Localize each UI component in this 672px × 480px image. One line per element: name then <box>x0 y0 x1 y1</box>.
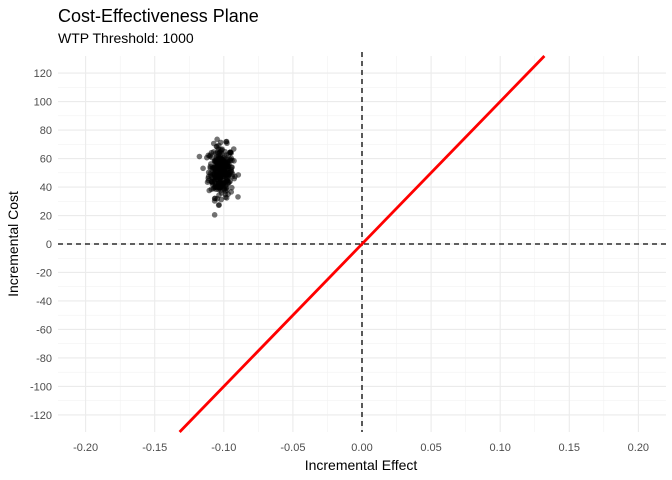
scatter-point <box>228 166 234 173</box>
y-axis-ticks: 120 100 80 60 40 20 0 -20 -40 -60 -80 -100 -120 <box>30 68 52 422</box>
scatter-point <box>212 162 218 169</box>
wtp-line <box>178 55 546 433</box>
scatter-point <box>217 183 223 189</box>
scatter-point <box>211 212 218 218</box>
y-tick-label: -40 <box>36 296 52 308</box>
scatter-point <box>196 153 203 160</box>
scatter-point <box>218 162 225 168</box>
chart-subtitle: WTP Threshold: 1000 <box>58 30 194 46</box>
scatter-point <box>215 202 222 208</box>
x-axis-ticks: -0.20 -0.15 -0.10 -0.05 0.00 0.05 0.10 0.15 0.20 <box>73 442 649 454</box>
x-tick-label: 0.05 <box>420 442 441 454</box>
scatter-point <box>205 173 212 180</box>
scatter-point <box>224 163 230 169</box>
y-tick-label: -80 <box>36 353 52 365</box>
y-tick-label: 120 <box>34 68 52 80</box>
scatter-point <box>212 195 218 202</box>
x-tick-label: -0.10 <box>211 442 236 454</box>
y-tick-label: -100 <box>30 381 52 393</box>
scatter-point <box>218 196 225 203</box>
scatter-point <box>217 139 224 146</box>
scatter-point <box>217 150 223 156</box>
x-tick-label: -0.15 <box>142 442 167 454</box>
x-tick-label: -0.20 <box>73 442 98 454</box>
scatter-point <box>224 187 230 193</box>
scatter-point <box>235 172 242 178</box>
scatter-point <box>200 165 206 172</box>
scatter-point <box>224 140 230 147</box>
scatter-point <box>214 143 220 150</box>
scatter-point <box>209 170 215 176</box>
y-tick-label: -20 <box>36 267 52 279</box>
y-axis-title: Incremental Cost <box>5 191 21 297</box>
scatter-point <box>235 194 241 200</box>
scatter-point <box>228 189 235 195</box>
scatter-point <box>207 152 213 158</box>
x-tick-label: 0.20 <box>628 442 649 454</box>
scatter-point <box>229 184 235 191</box>
y-tick-label: 0 <box>46 239 52 251</box>
scatter-point <box>225 179 231 186</box>
scatter-point <box>229 157 235 164</box>
scatter-point <box>212 150 219 157</box>
scatter-points <box>196 136 242 218</box>
x-tick-label: 0.15 <box>559 442 580 454</box>
y-tick-label: 20 <box>40 211 52 223</box>
x-tick-label: -0.05 <box>280 442 305 454</box>
x-tick-label: 0.10 <box>489 442 510 454</box>
y-tick-label: -60 <box>36 324 52 336</box>
x-axis-title: Incremental Effect <box>305 457 418 473</box>
y-tick-label: 60 <box>40 154 52 166</box>
x-tick-label: 0.00 <box>351 442 372 454</box>
y-tick-label: 40 <box>40 182 52 194</box>
chart-title: Cost-Effectiveness Plane <box>58 6 259 26</box>
scatter-point <box>213 174 219 180</box>
scatter-point <box>217 166 224 173</box>
scatter-point <box>230 146 237 152</box>
scatter-point <box>227 149 233 156</box>
y-tick-label: 80 <box>40 125 52 137</box>
y-tick-label: 100 <box>34 97 52 109</box>
scatter-point <box>216 156 223 162</box>
y-tick-label: -120 <box>30 410 52 422</box>
wtp-threshold-line <box>178 55 546 433</box>
